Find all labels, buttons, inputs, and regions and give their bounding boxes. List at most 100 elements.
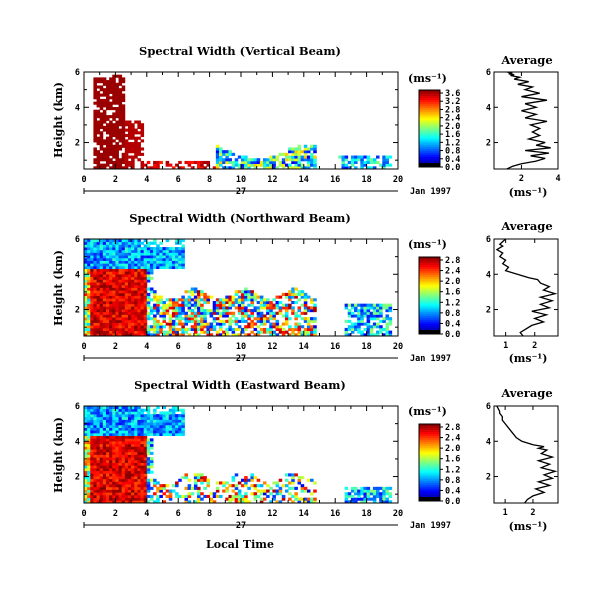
heatmap-cell — [99, 158, 104, 162]
heatmap-cell — [131, 284, 135, 288]
heatmap-cell — [303, 486, 308, 490]
heatmap-cell — [102, 427, 107, 431]
heatmap-cell — [281, 292, 286, 296]
colorbar-segment — [419, 295, 440, 298]
heatmap-cell — [99, 125, 104, 129]
heatmap-cell — [181, 317, 185, 321]
heatmap-cell — [171, 263, 176, 267]
heatmap-cell — [96, 244, 101, 248]
heatmap-cell — [96, 494, 101, 499]
heatmap-cell — [124, 406, 129, 410]
heatmap-cell — [124, 478, 129, 482]
x-tick-label: 4 — [144, 509, 149, 519]
heatmap-cell — [146, 330, 151, 334]
heatmap-cell — [90, 325, 94, 329]
heatmap-cell — [115, 330, 119, 334]
heatmap-cell — [96, 292, 101, 296]
heatmap-cell — [118, 274, 123, 278]
heatmap-cell — [105, 96, 110, 100]
heatmap-cell — [203, 292, 207, 296]
heatmap-cell — [102, 88, 107, 92]
heatmap-cell — [102, 406, 107, 410]
heatmap-cell — [175, 263, 179, 267]
heatmap-cell — [102, 330, 107, 334]
heatmap-cell — [93, 252, 97, 256]
heatmap-cell — [146, 274, 151, 278]
heatmap-cell — [96, 104, 101, 108]
colorbar-segment — [419, 454, 440, 457]
heatmap-cell — [105, 311, 110, 315]
x-tick-label: 10 — [236, 342, 246, 352]
heatmap-cell — [184, 319, 189, 323]
heatmap-cell — [134, 478, 138, 482]
heatmap-cell — [127, 449, 132, 453]
heatmap-cell — [219, 322, 223, 326]
heatmap-cell — [344, 158, 349, 162]
heatmap-cell — [112, 422, 116, 426]
heatmap-cell — [140, 481, 145, 485]
heatmap-cell — [275, 484, 280, 488]
heatmap-cell — [303, 500, 308, 504]
heatmap-cell — [99, 292, 104, 296]
heatmap-cell — [131, 411, 135, 415]
heatmap-cell — [96, 500, 101, 504]
heatmap-cell — [237, 166, 242, 170]
heatmap-cell — [181, 257, 185, 261]
colorbar-tick-label: 2.8 — [445, 423, 460, 433]
heatmap-cell — [118, 492, 123, 496]
heatmap-cell — [369, 166, 374, 170]
heatmap-cell — [303, 327, 308, 332]
heatmap-cell — [109, 298, 113, 302]
heatmap-cell — [118, 422, 123, 426]
heatmap-cell — [184, 473, 189, 477]
heatmap-cell — [146, 451, 151, 455]
heatmap-cell — [105, 82, 110, 86]
heatmap-cell — [118, 298, 123, 302]
heatmap-cell — [90, 408, 94, 412]
heatmap-cell — [175, 317, 179, 321]
heatmap-cell — [115, 317, 119, 321]
heatmap-cell — [99, 155, 104, 159]
heatmap-cell — [156, 330, 160, 334]
heatmap-cell — [127, 408, 132, 412]
heatmap-cell — [153, 414, 157, 418]
heatmap-cell — [115, 144, 119, 148]
heatmap-cell — [93, 443, 97, 447]
heatmap-cell — [212, 327, 217, 332]
colorbar-segment — [419, 150, 440, 154]
heatmap-cell — [300, 166, 305, 170]
heatmap-cell — [99, 80, 104, 84]
heatmap-cell — [357, 309, 361, 313]
heatmap-cell — [93, 244, 97, 248]
heatmap-cell — [184, 160, 189, 165]
heatmap-cell — [262, 497, 267, 501]
heatmap-cell — [347, 319, 352, 323]
heatmap-cell — [382, 160, 386, 165]
heatmap-cell — [93, 93, 97, 97]
heatmap-cell — [112, 478, 116, 482]
heatmap-cell — [143, 414, 148, 418]
heatmap-cell — [131, 241, 135, 245]
heatmap-cell — [153, 257, 157, 261]
heatmap-cell — [99, 300, 104, 305]
heatmap-cell — [266, 484, 270, 488]
colorbar-segment — [419, 315, 440, 319]
heatmap-cell — [284, 295, 289, 299]
heatmap-cell — [124, 462, 129, 466]
heatmap-cell — [84, 465, 88, 469]
heatmap-cell — [181, 239, 185, 243]
heatmap-cell — [146, 263, 151, 267]
heatmap-cell — [131, 311, 135, 315]
heatmap-cell — [90, 486, 94, 490]
heatmap-cell — [90, 300, 94, 305]
heatmap-cell — [87, 317, 91, 321]
heatmap-cell — [300, 484, 305, 488]
heatmap-cell — [131, 249, 135, 253]
heatmap-cell — [93, 317, 97, 321]
heatmap-cell — [124, 449, 129, 453]
heatmap-cell — [156, 166, 160, 170]
heatmap-cell — [99, 319, 104, 323]
heatmap-cell — [140, 147, 145, 151]
heatmap-cell — [105, 117, 110, 121]
heatmap-cell — [168, 497, 173, 501]
